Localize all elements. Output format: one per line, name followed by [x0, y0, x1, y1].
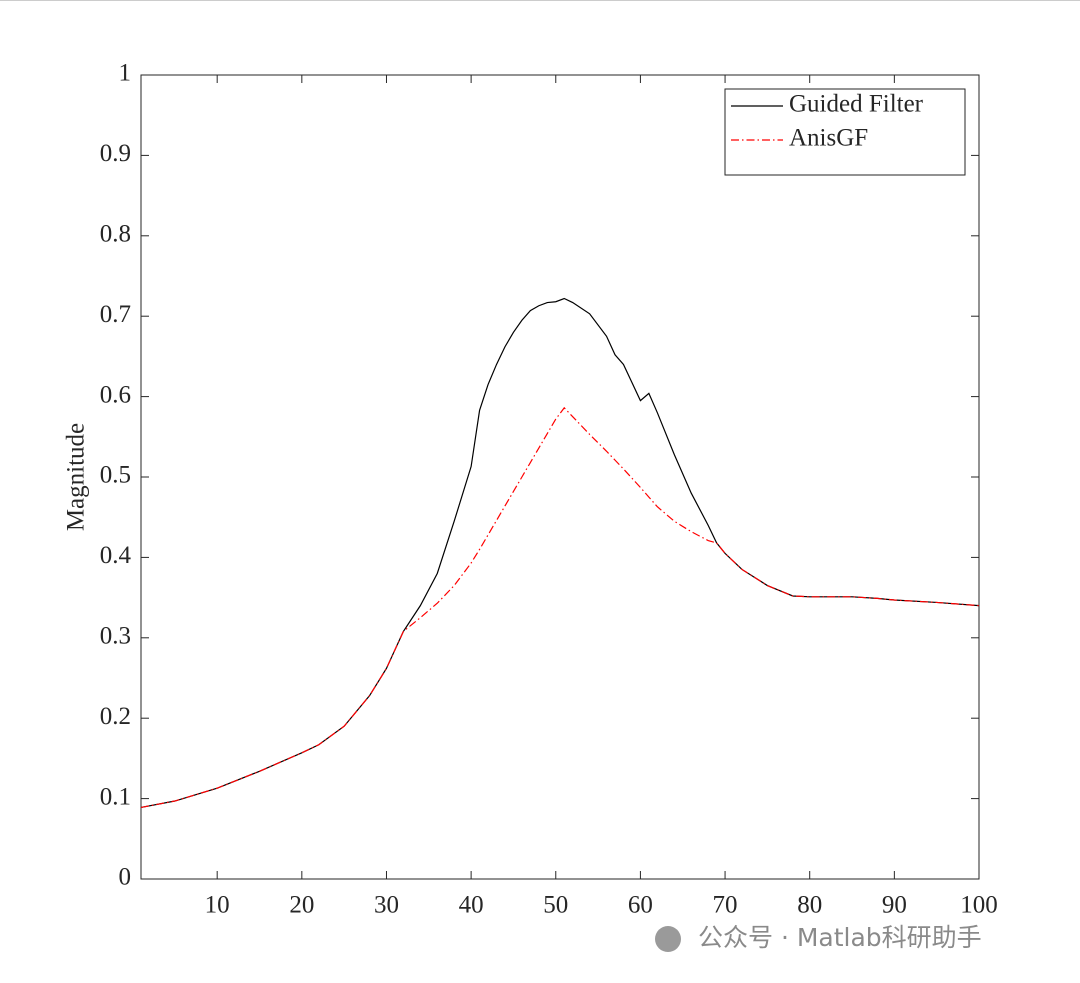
x-tick-label: 40: [459, 892, 484, 919]
y-tick-label: 0.4: [100, 542, 132, 569]
x-tick-label: 100: [960, 892, 998, 919]
y-tick-label: 0.1: [100, 783, 131, 810]
y-tick-label: 0.5: [100, 462, 131, 489]
legend-box: [724, 88, 966, 176]
x-tick-label: 30: [374, 892, 399, 919]
series-line: [140, 406, 980, 809]
x-tick-label: 60: [628, 892, 653, 919]
y-tick-label: 0.2: [100, 703, 131, 730]
plot-area: [140, 74, 980, 880]
legend-label: Guided Filter: [789, 91, 924, 118]
watermark: 公众号 · Matlab科研助手: [698, 923, 982, 952]
legend-label: AnisGF: [789, 125, 868, 152]
x-tick-label: 10: [205, 892, 230, 919]
x-tick-label: 20: [289, 892, 314, 919]
y-tick-label: 1: [119, 60, 132, 87]
x-tick-label: 50: [543, 892, 568, 919]
y-tick-label: 0.9: [100, 140, 131, 167]
y-tick-label: 0.6: [100, 381, 131, 408]
wechat-icon: [655, 926, 681, 952]
y-axis-label: Magnitude: [63, 423, 90, 531]
series-line: [140, 297, 980, 809]
y-tick-label: 0.8: [100, 221, 131, 248]
x-tick-label: 90: [882, 892, 907, 919]
y-tick-label: 0: [119, 864, 132, 891]
x-tick-label: 70: [713, 892, 738, 919]
y-tick-label: 0.3: [100, 623, 131, 650]
x-tick-label: 80: [797, 892, 822, 919]
y-tick-label: 0.7: [100, 301, 131, 328]
